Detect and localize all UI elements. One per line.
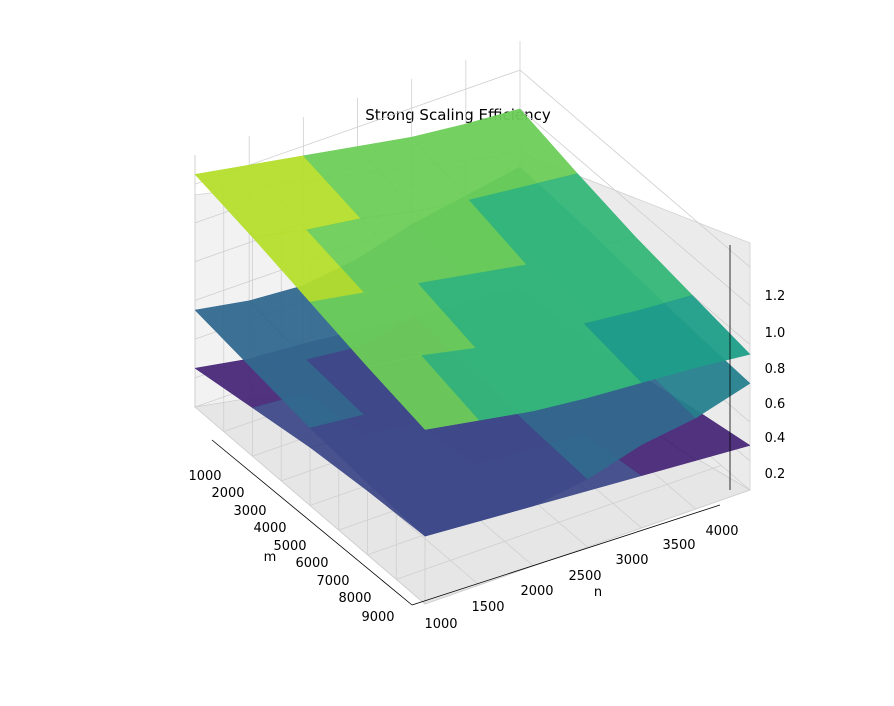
x-tick-labels: 1000 2000 3000 4000 5000 6000 7000 8000 9000 [188,469,394,625]
y-tick-label: 2500 [568,569,601,584]
y-axis-label: n [594,585,602,600]
x-tick-label: 4000 [253,521,286,536]
grid-line-z [519,108,751,307]
surface-patch [637,295,751,368]
z-tick-labels: 0.2 0.4 0.6 0.8 1.0 1.2 [765,289,786,482]
y-tick-labels: 1000 1500 2000 2500 3000 3500 4000 [424,524,738,632]
z-tick-label: 0.8 [765,362,786,377]
x-tick-label: 6000 [295,556,328,571]
x-tick-label: 7000 [316,574,349,589]
surface-layers [194,108,751,537]
z-tick-label: 1.0 [765,326,786,341]
x-tick-label: 5000 [273,539,306,554]
y-tick-label: 1000 [424,617,457,632]
grid-line-z [519,69,751,268]
z-tick-label: 0.2 [765,467,786,482]
x-tick-label: 2000 [211,486,244,501]
y-tick-label: 3000 [615,553,648,568]
y-tick-label: 1500 [471,600,504,615]
grid-line-floor-n [194,406,426,605]
z-tick-label: 0.4 [765,431,786,446]
x-axis-label: m [264,550,277,565]
x-tick-label: 3000 [233,504,266,519]
x-axis-line [211,439,413,606]
z-tick-label: 0.6 [765,397,786,412]
z-tick-label: 1.2 [765,289,786,304]
x-tick-label: 9000 [361,610,394,625]
y-tick-label: 2000 [520,584,553,599]
y-tick-label: 4000 [705,524,738,539]
x-tick-label: 1000 [188,469,221,484]
x-tick-label: 8000 [338,591,371,606]
y-axis-line [411,504,721,606]
y-tick-label: 3500 [662,538,695,553]
